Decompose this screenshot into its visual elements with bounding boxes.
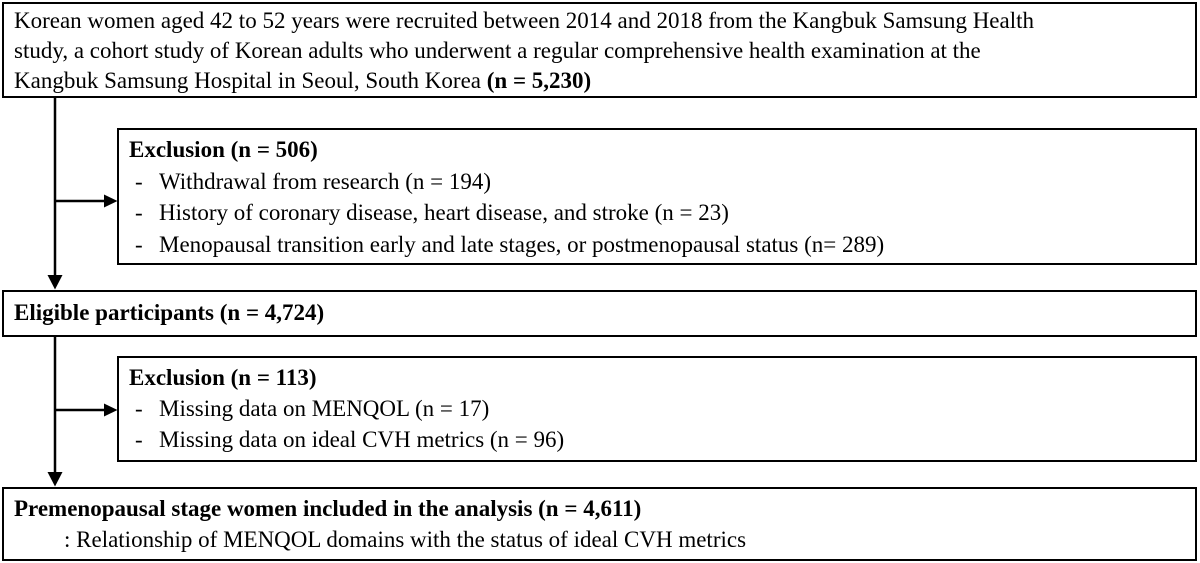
recruitment-line-1: Korean women aged 42 to 52 years were re… [14,8,1034,33]
exclusion1-title: Exclusion (n = 506) [129,137,318,162]
recruitment-n-count: (n = 5,230) [486,68,592,93]
list-dash-marker: - [135,427,143,452]
exclusion1-item: - Menopausal transition early and late s… [119,229,1195,261]
exclusion1-item-text: Withdrawal from research (n = 194) [159,168,491,194]
exclusion2-item-text: Missing data on ideal CVH metrics (n = 9… [159,427,565,452]
list-dash-marker: - [135,396,143,421]
exclusion1-item-text: Menopausal transition early and late sta… [159,231,885,257]
list-dash-marker: - [135,168,143,194]
list-dash-marker: - [135,231,143,257]
recruitment-line-3-text: Kangbuk Samsung Hospital in Seoul, South… [14,68,481,93]
exclusion2-item: - Missing data on MENQOL (n = 17) [119,393,1195,424]
exclusion1-box: Exclusion (n = 506) - Withdrawal from re… [117,128,1197,265]
exclusion1-item: - Withdrawal from research (n = 194) [119,166,1195,198]
exclusion2-item-text: Missing data on MENQOL (n = 17) [159,396,490,421]
final-subtitle: : Relationship of MENQOL domains with th… [64,527,747,552]
arrow-eligible-to-final [47,335,63,487]
recruitment-line-3: Kangbuk Samsung Hospital in Seoul, South… [14,66,1185,96]
final-title: Premenopausal stage women included in th… [14,496,642,521]
exclusion1-item-text: History of coronary disease, heart disea… [159,200,729,225]
exclusion2-title: Exclusion (n = 113) [129,365,317,390]
eligible-participants-box: Eligible participants (n = 4,724) [2,290,1197,337]
recruitment-box: Korean women aged 42 to 52 years were re… [2,2,1197,98]
arrow-branch-to-exclusion1 [55,194,118,208]
exclusion2-box: Exclusion (n = 113) - Missing data on ME… [117,356,1197,462]
exclusion2-item: - Missing data on ideal CVH metrics (n =… [119,424,1195,455]
arrow-branch-to-exclusion2 [55,403,118,417]
list-dash-marker: - [135,200,143,225]
final-analysis-box: Premenopausal stage women included in th… [2,487,1197,561]
recruitment-line-2: study, a cohort study of Korean adults w… [14,38,981,63]
eligible-label: Eligible participants (n = 4,724) [14,300,325,325]
arrow-recruitment-to-eligible [47,97,63,290]
exclusion1-item: - History of coronary disease, heart dis… [119,197,1195,229]
